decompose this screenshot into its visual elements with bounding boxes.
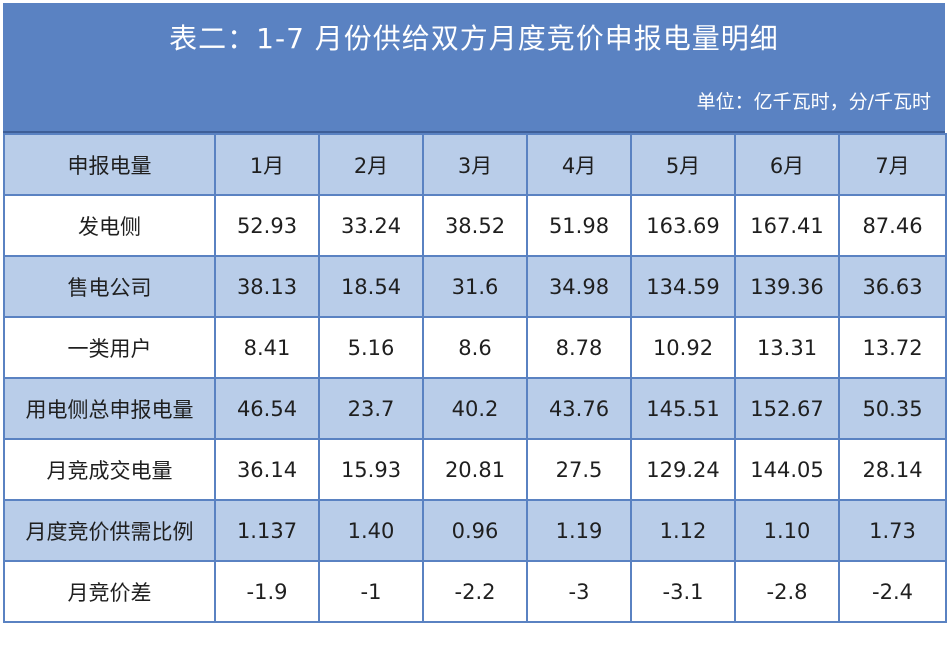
table-cell: 163.69 xyxy=(630,194,736,257)
header-cell: 3月 xyxy=(422,133,528,196)
table-cell: 40.2 xyxy=(422,377,528,440)
table-title: 表二：1-7 月份供给双方月度竞价申报电量明细 xyxy=(169,22,779,55)
report-table-card: 表二：1-7 月份供给双方月度竞价申报电量明细 单位：亿千瓦时，分/千瓦时 申报… xyxy=(3,3,947,649)
table-cell: 27.5 xyxy=(526,438,632,501)
table-cell: 10.92 xyxy=(630,316,736,379)
table-cell: 8.78 xyxy=(526,316,632,379)
table-cell: 8.41 xyxy=(214,316,320,379)
table-cell: 1.19 xyxy=(526,499,632,562)
table-cell: -2.4 xyxy=(838,560,947,623)
table-cell: 28.14 xyxy=(838,438,947,501)
row-label: 用电侧总申报电量 xyxy=(3,377,216,440)
header-cell: 2月 xyxy=(318,133,424,196)
table-row: 月度竞价供需比例 1.137 1.40 0.96 1.19 1.12 1.10 … xyxy=(3,499,947,562)
table-cell: 38.52 xyxy=(422,194,528,257)
table-cell: 1.137 xyxy=(214,499,320,562)
row-label: 发电侧 xyxy=(3,194,216,257)
table-cell: 33.24 xyxy=(318,194,424,257)
table-row: 一类用户 8.41 5.16 8.6 8.78 10.92 13.31 13.7… xyxy=(3,316,947,379)
table-cell: 46.54 xyxy=(214,377,320,440)
table-cell: 167.41 xyxy=(734,194,840,257)
row-label: 一类用户 xyxy=(3,316,216,379)
data-table: 申报电量 1月 2月 3月 4月 5月 6月 7月 发电侧 52.93 33.2… xyxy=(3,133,947,623)
header-cell: 4月 xyxy=(526,133,632,196)
header-cell: 5月 xyxy=(630,133,736,196)
row-label: 月竞成交电量 xyxy=(3,438,216,501)
header-cell: 申报电量 xyxy=(3,133,216,196)
table-cell: 152.67 xyxy=(734,377,840,440)
table-cell: 144.05 xyxy=(734,438,840,501)
table-cell: 87.46 xyxy=(838,194,947,257)
row-label: 月度竞价供需比例 xyxy=(3,499,216,562)
table-cell: 1.40 xyxy=(318,499,424,562)
table-cell: 51.98 xyxy=(526,194,632,257)
table-cell: 36.63 xyxy=(838,255,947,318)
table-cell: 36.14 xyxy=(214,438,320,501)
table-cell: 5.16 xyxy=(318,316,424,379)
table-cell: 34.98 xyxy=(526,255,632,318)
table-cell: 52.93 xyxy=(214,194,320,257)
table-cell: 8.6 xyxy=(422,316,528,379)
table-cell: 13.72 xyxy=(838,316,947,379)
header-cell: 1月 xyxy=(214,133,320,196)
table-row: 用电侧总申报电量 46.54 23.7 40.2 43.76 145.51 15… xyxy=(3,377,947,440)
row-label: 月竞价差 xyxy=(3,560,216,623)
table-row: 月竞成交电量 36.14 15.93 20.81 27.5 129.24 144… xyxy=(3,438,947,501)
header-cell: 6月 xyxy=(734,133,840,196)
table-cell: 1.12 xyxy=(630,499,736,562)
table-cell: 38.13 xyxy=(214,255,320,318)
row-label: 售电公司 xyxy=(3,255,216,318)
table-cell: 20.81 xyxy=(422,438,528,501)
table-cell: 18.54 xyxy=(318,255,424,318)
table-cell: -3 xyxy=(526,560,632,623)
table-row: 发电侧 52.93 33.24 38.52 51.98 163.69 167.4… xyxy=(3,194,947,257)
table-cell: 139.36 xyxy=(734,255,840,318)
table-cell: 15.93 xyxy=(318,438,424,501)
table-cell: 0.96 xyxy=(422,499,528,562)
table-cell: -2.2 xyxy=(422,560,528,623)
table-row: 售电公司 38.13 18.54 31.6 34.98 134.59 139.3… xyxy=(3,255,947,318)
table-cell: 129.24 xyxy=(630,438,736,501)
table-cell: -1.9 xyxy=(214,560,320,623)
table-cell: 134.59 xyxy=(630,255,736,318)
table-cell: 145.51 xyxy=(630,377,736,440)
table-cell: -1 xyxy=(318,560,424,623)
table-cell: 1.10 xyxy=(734,499,840,562)
table-cell: 1.73 xyxy=(838,499,947,562)
table-cell: 43.76 xyxy=(526,377,632,440)
table-row: 月竞价差 -1.9 -1 -2.2 -3 -3.1 -2.8 -2.4 xyxy=(3,560,947,623)
table-cell: -3.1 xyxy=(630,560,736,623)
title-bar: 表二：1-7 月份供给双方月度竞价申报电量明细 单位：亿千瓦时，分/千瓦时 xyxy=(3,3,945,133)
table-cell: 13.31 xyxy=(734,316,840,379)
table-cell: 23.7 xyxy=(318,377,424,440)
header-cell: 7月 xyxy=(838,133,947,196)
table-cell: 50.35 xyxy=(838,377,947,440)
unit-note: 单位：亿千瓦时，分/千瓦时 xyxy=(696,91,931,113)
table-cell: 31.6 xyxy=(422,255,528,318)
table-cell: -2.8 xyxy=(734,560,840,623)
header-row: 申报电量 1月 2月 3月 4月 5月 6月 7月 xyxy=(3,133,947,196)
